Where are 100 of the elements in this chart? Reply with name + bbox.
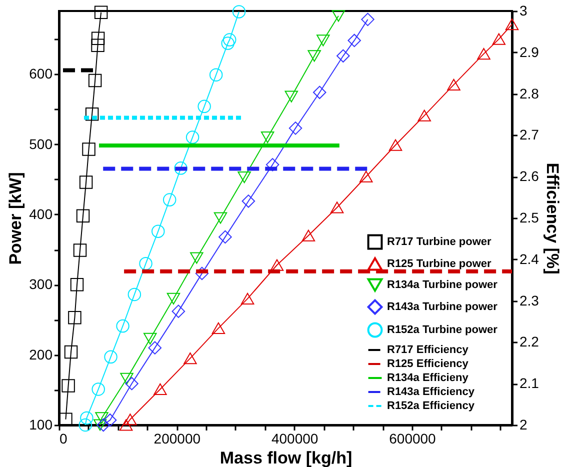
point (308, 50, 321, 62)
point (162, 193, 176, 206)
y-tick-label: 600 (29, 66, 53, 82)
point (139, 257, 152, 270)
y2-tick-label: 2.1 (520, 375, 540, 392)
point (214, 212, 228, 224)
point (119, 419, 133, 431)
y2-tick-label: 2.5 (520, 210, 540, 226)
point (302, 230, 316, 242)
point (68, 311, 82, 324)
y2-tick-label: 3 (520, 2, 528, 18)
point (284, 90, 298, 102)
point (116, 319, 130, 333)
y-tick-label: 400 (29, 206, 53, 222)
y2-tick-label: 2.3 (520, 292, 540, 308)
point (359, 170, 373, 182)
point (221, 36, 234, 50)
point (195, 266, 209, 280)
y2-tick-label: 2.9 (520, 44, 540, 60)
point (361, 12, 374, 26)
x-axis-title: Mass flow [kg/h] (220, 448, 352, 467)
point (348, 34, 361, 48)
legend-label: R143a Efficiency (387, 386, 476, 398)
legend-label: R134a Turbine power (387, 279, 498, 291)
y-tick-label: 300 (29, 276, 53, 292)
point (78, 418, 92, 432)
point (242, 194, 256, 208)
point (492, 33, 506, 45)
x-tick-label: 600000 (389, 430, 436, 446)
point (79, 176, 93, 189)
point (91, 38, 104, 52)
point (313, 86, 326, 100)
point (148, 341, 162, 354)
point (73, 244, 87, 257)
point (336, 49, 350, 63)
point (477, 48, 490, 60)
point (125, 376, 138, 390)
point (240, 292, 254, 304)
point (144, 332, 157, 344)
point (82, 142, 96, 156)
point (95, 412, 108, 424)
x-tick-label: 0 (60, 430, 68, 446)
point (76, 209, 90, 223)
y2-tick-label: 2.7 (520, 126, 540, 143)
point (94, 6, 108, 20)
y2-tick-label: 2 (520, 416, 528, 432)
point (128, 288, 142, 302)
point (172, 304, 186, 318)
point (62, 379, 75, 392)
point (222, 33, 236, 46)
point (186, 130, 200, 144)
y-tick-label: 200 (29, 346, 53, 362)
legend-label: R134a Efficieny (387, 372, 470, 384)
legend-label: R717 Efficiency (387, 344, 470, 356)
x-tick-label: 400000 (271, 430, 318, 446)
point (124, 414, 137, 426)
point (332, 10, 346, 22)
point (174, 162, 188, 175)
point (218, 230, 232, 244)
point (198, 100, 211, 114)
x-tick-label: 200000 (154, 430, 201, 446)
point (104, 350, 118, 364)
point (184, 352, 197, 364)
y-axis-title: Power [kW] (6, 172, 26, 265)
y2-axis-title: Efficiency [%] (542, 162, 562, 274)
point (288, 122, 302, 135)
legend-label: R143a Turbine power (387, 301, 498, 313)
y2-tick-label: 2.8 (520, 85, 540, 102)
point (92, 382, 105, 396)
point (152, 224, 165, 238)
point (154, 383, 167, 396)
point (209, 68, 223, 82)
y-tick-label: 500 (29, 136, 53, 152)
point (266, 158, 280, 172)
y-tick-label: 100 (29, 416, 53, 432)
point (103, 413, 117, 427)
point (418, 110, 431, 122)
point (190, 252, 204, 264)
legend-label: R717 Turbine power (387, 236, 492, 248)
point (166, 292, 180, 304)
point (64, 345, 78, 359)
point (330, 202, 344, 214)
legend-label: R125 Turbine power (387, 258, 492, 270)
point (447, 78, 460, 90)
legend-label: R125 Efficiency (387, 358, 470, 370)
point (85, 108, 99, 121)
point (70, 278, 84, 292)
point (238, 172, 251, 184)
legend-label: R152a Turbine power (387, 324, 498, 336)
y2-tick-label: 2.4 (520, 250, 540, 267)
y2-tick-label: 2.6 (520, 168, 540, 184)
point (212, 322, 226, 334)
point (91, 32, 105, 45)
point (505, 18, 519, 30)
legend-label: R152a Efficiency (387, 400, 476, 412)
point (260, 132, 274, 144)
point (80, 411, 94, 425)
point (88, 74, 102, 88)
point (93, 419, 107, 431)
y2-tick-label: 2.2 (520, 334, 540, 350)
